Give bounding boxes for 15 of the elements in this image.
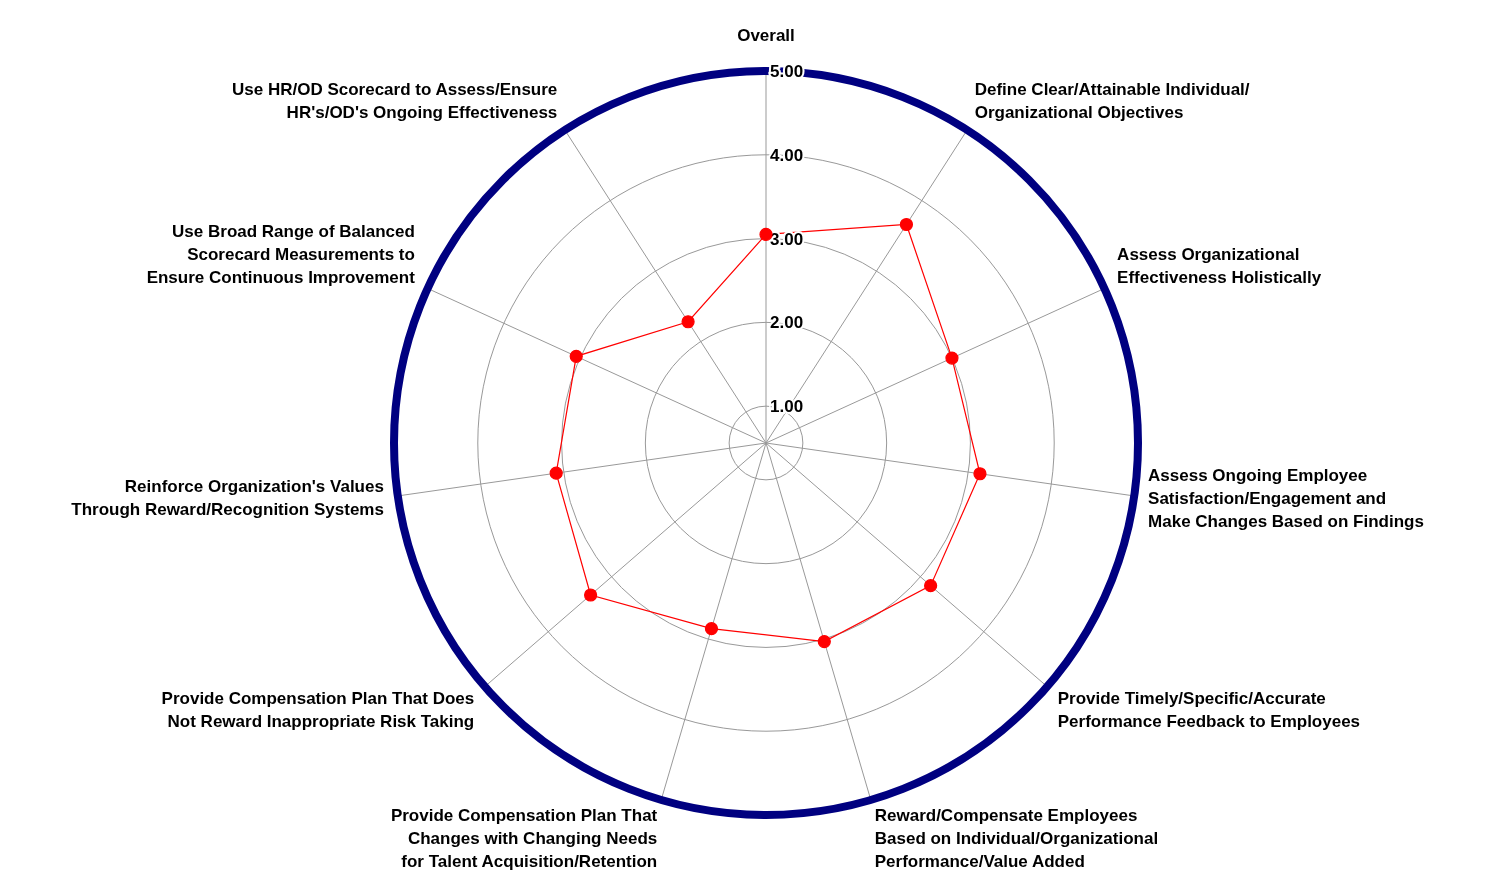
spoke-label: Assess Ongoing Employee Satisfaction/Engagement and Make Changes Based on Findings — [1148, 465, 1424, 531]
y-tick-label: 4.00 — [770, 145, 804, 165]
spoke-label: Reward/Compensate Employees Based on Individual/Organizational Performance/Value Added — [874, 806, 1159, 872]
spoke-label: Overall — [737, 26, 795, 45]
spoke-label: Reinforce Organization's Values Through Reward/Recognition Systems — [71, 477, 384, 520]
spoke-label: Use Broad Range of Balanced Scorecard Measurements to Ensure Continuous Improvement — [146, 221, 416, 287]
spoke-label: Use HR/OD Scorecard to Assess/Ensure HR's/OD's Ongoing Effectiveness — [231, 80, 558, 123]
spoke-label: Provide Compensation Plan That Does Not Reward Inappropriate Risk Taking — [161, 688, 475, 731]
spoke-label: Assess Organizational Effectiveness Holistically — [1117, 244, 1322, 287]
y-tick-label: 1.00 — [770, 397, 804, 417]
y-tick-label: 3.00 — [770, 229, 804, 249]
y-tick-label: 2.00 — [770, 313, 804, 333]
spoke-label: Define Clear/Attainable Individual/ Organizational Objectives — [974, 80, 1250, 123]
spoke-label: Provide Timely/Specific/Accurate Performance Feedback to Employees — [1057, 688, 1361, 731]
spoke-label: Provide Compensation Plan That Changes with Changing Needs for Talent Acquisition/Retention — [390, 806, 658, 872]
